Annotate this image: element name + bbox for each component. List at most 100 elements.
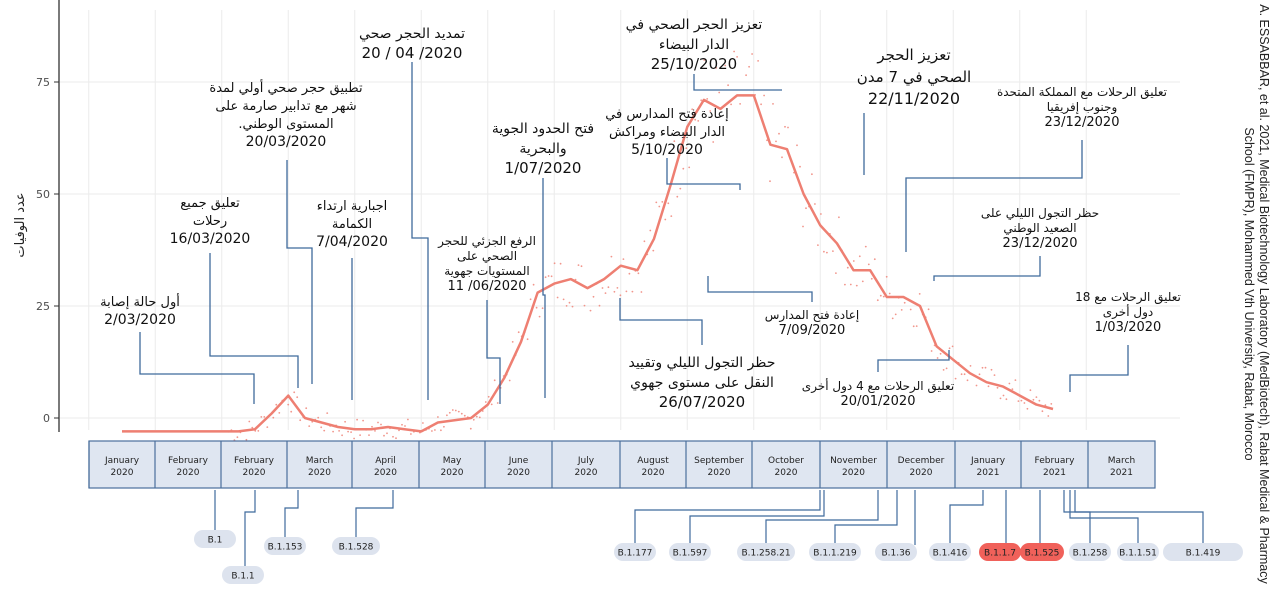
variant-pill: B.1.419 [1163, 543, 1243, 561]
data-point [371, 425, 373, 428]
data-point [553, 262, 556, 265]
month-name: January [970, 456, 1006, 466]
event-annotation: تعزيز الحجر الصحي في الدار البيضاء 25/10/2… [626, 17, 763, 73]
data-point [535, 306, 538, 309]
data-point [448, 411, 451, 414]
variant-pill: B.1.1.219 [809, 543, 861, 561]
data-point [631, 290, 634, 293]
data-point [951, 345, 954, 348]
event-date: 1/03/2020 [1095, 320, 1162, 335]
event-label: إعادة فتح المدارس في [605, 107, 729, 122]
data-point [882, 295, 885, 298]
data-point [849, 283, 852, 286]
month-name: December [898, 456, 945, 466]
data-point [604, 292, 607, 294]
variant-pill: B.1.258 [1069, 543, 1111, 561]
data-point [694, 118, 697, 121]
y-tick-label: 75 [36, 76, 50, 89]
data-point [287, 403, 290, 406]
data-point [814, 203, 816, 205]
event-annotation: حظر التجول الليلي وتقييد النقل على مستوى … [629, 355, 776, 411]
event-date: 20/03/2020 [246, 134, 327, 150]
data-point [532, 283, 535, 286]
y-tick-label: 0 [43, 412, 50, 425]
data-point [963, 373, 966, 376]
smoothed-line [122, 94, 1054, 433]
event-label: تطبيق حجر صحي أولي لمدة [209, 79, 363, 96]
event-annotation: أول حالة إصابة 2/03/2020 [100, 293, 180, 328]
event-label: دول أخرى [1103, 304, 1153, 320]
data-point [990, 368, 993, 371]
data-point [682, 167, 685, 170]
data-point [592, 295, 595, 298]
leader-line [693, 74, 782, 91]
data-point [296, 396, 299, 399]
data-point [975, 384, 978, 387]
month-name: March [306, 456, 333, 466]
data-point [891, 317, 894, 320]
data-point [832, 250, 834, 253]
event-date: 23/12/2020 [1003, 236, 1078, 251]
data-point [885, 275, 888, 278]
event-label: اجبارية ارتداء [317, 199, 388, 214]
month-name: February [1035, 456, 1076, 466]
data-point [772, 103, 774, 105]
data-point [775, 140, 777, 143]
data-point [846, 266, 849, 269]
data-point [712, 141, 715, 143]
data-point [978, 373, 981, 376]
data-point [993, 374, 996, 376]
data-point [580, 265, 583, 268]
event-label: الدار البيضاء ومراكش [609, 125, 725, 140]
month-name: June [508, 456, 529, 466]
data-point [852, 260, 855, 262]
data-point [835, 272, 837, 274]
month-box: April 2020 [351, 441, 397, 488]
event-annotation: فتح الحدود الجوية والبحرية 1/07/2020 [492, 121, 594, 177]
data-point [709, 110, 712, 112]
data-point [909, 308, 912, 311]
data-point [368, 434, 370, 436]
data-point [760, 103, 762, 106]
event-label: الكمامة [332, 217, 372, 232]
data-point [867, 263, 870, 266]
y-axis: 0 25 50 75 عدد الوفيات [13, 0, 60, 432]
event-label: تمديد الحجر صحي [359, 26, 465, 42]
event-label: فتح الحدود الجوية [492, 121, 594, 137]
data-point [350, 431, 352, 433]
event-label: إعادة فتح المدارس [765, 308, 860, 323]
data-point [903, 301, 906, 304]
data-point [353, 437, 355, 440]
data-point [395, 437, 397, 440]
leader-line [877, 350, 950, 372]
data-point [894, 313, 897, 316]
data-point [472, 418, 475, 421]
leader-line [619, 298, 703, 345]
data-point [757, 60, 759, 62]
data-point [787, 126, 789, 129]
month-year: 2020 [111, 468, 134, 478]
data-point [598, 304, 601, 307]
data-point [457, 410, 460, 413]
data-point [960, 373, 963, 376]
data-point [275, 403, 278, 406]
variant-label: B.1.416 [933, 549, 968, 559]
event-annotation: تعزيز الحجر الصحي في 7 مدن 22/11/2020 [857, 46, 971, 108]
month-name: February [234, 456, 275, 466]
data-point [326, 412, 329, 414]
variant-pill: B.1.1.7 [979, 543, 1021, 561]
data-point [799, 165, 801, 168]
leader-line [209, 253, 299, 388]
data-point [362, 419, 364, 422]
event-annotation: تعليق جميع رحلات 16/03/2020 [170, 196, 251, 247]
data-point [930, 350, 933, 352]
data-point [344, 420, 346, 423]
data-point [942, 369, 945, 371]
data-point [568, 301, 571, 304]
variant-connector [284, 490, 299, 539]
variant-pill: B.1.525 [1020, 543, 1064, 561]
y-axis-label: عدد الوفيات [13, 192, 28, 257]
data-point [900, 309, 903, 311]
variant-pill: B.1.258.21 [737, 543, 795, 561]
